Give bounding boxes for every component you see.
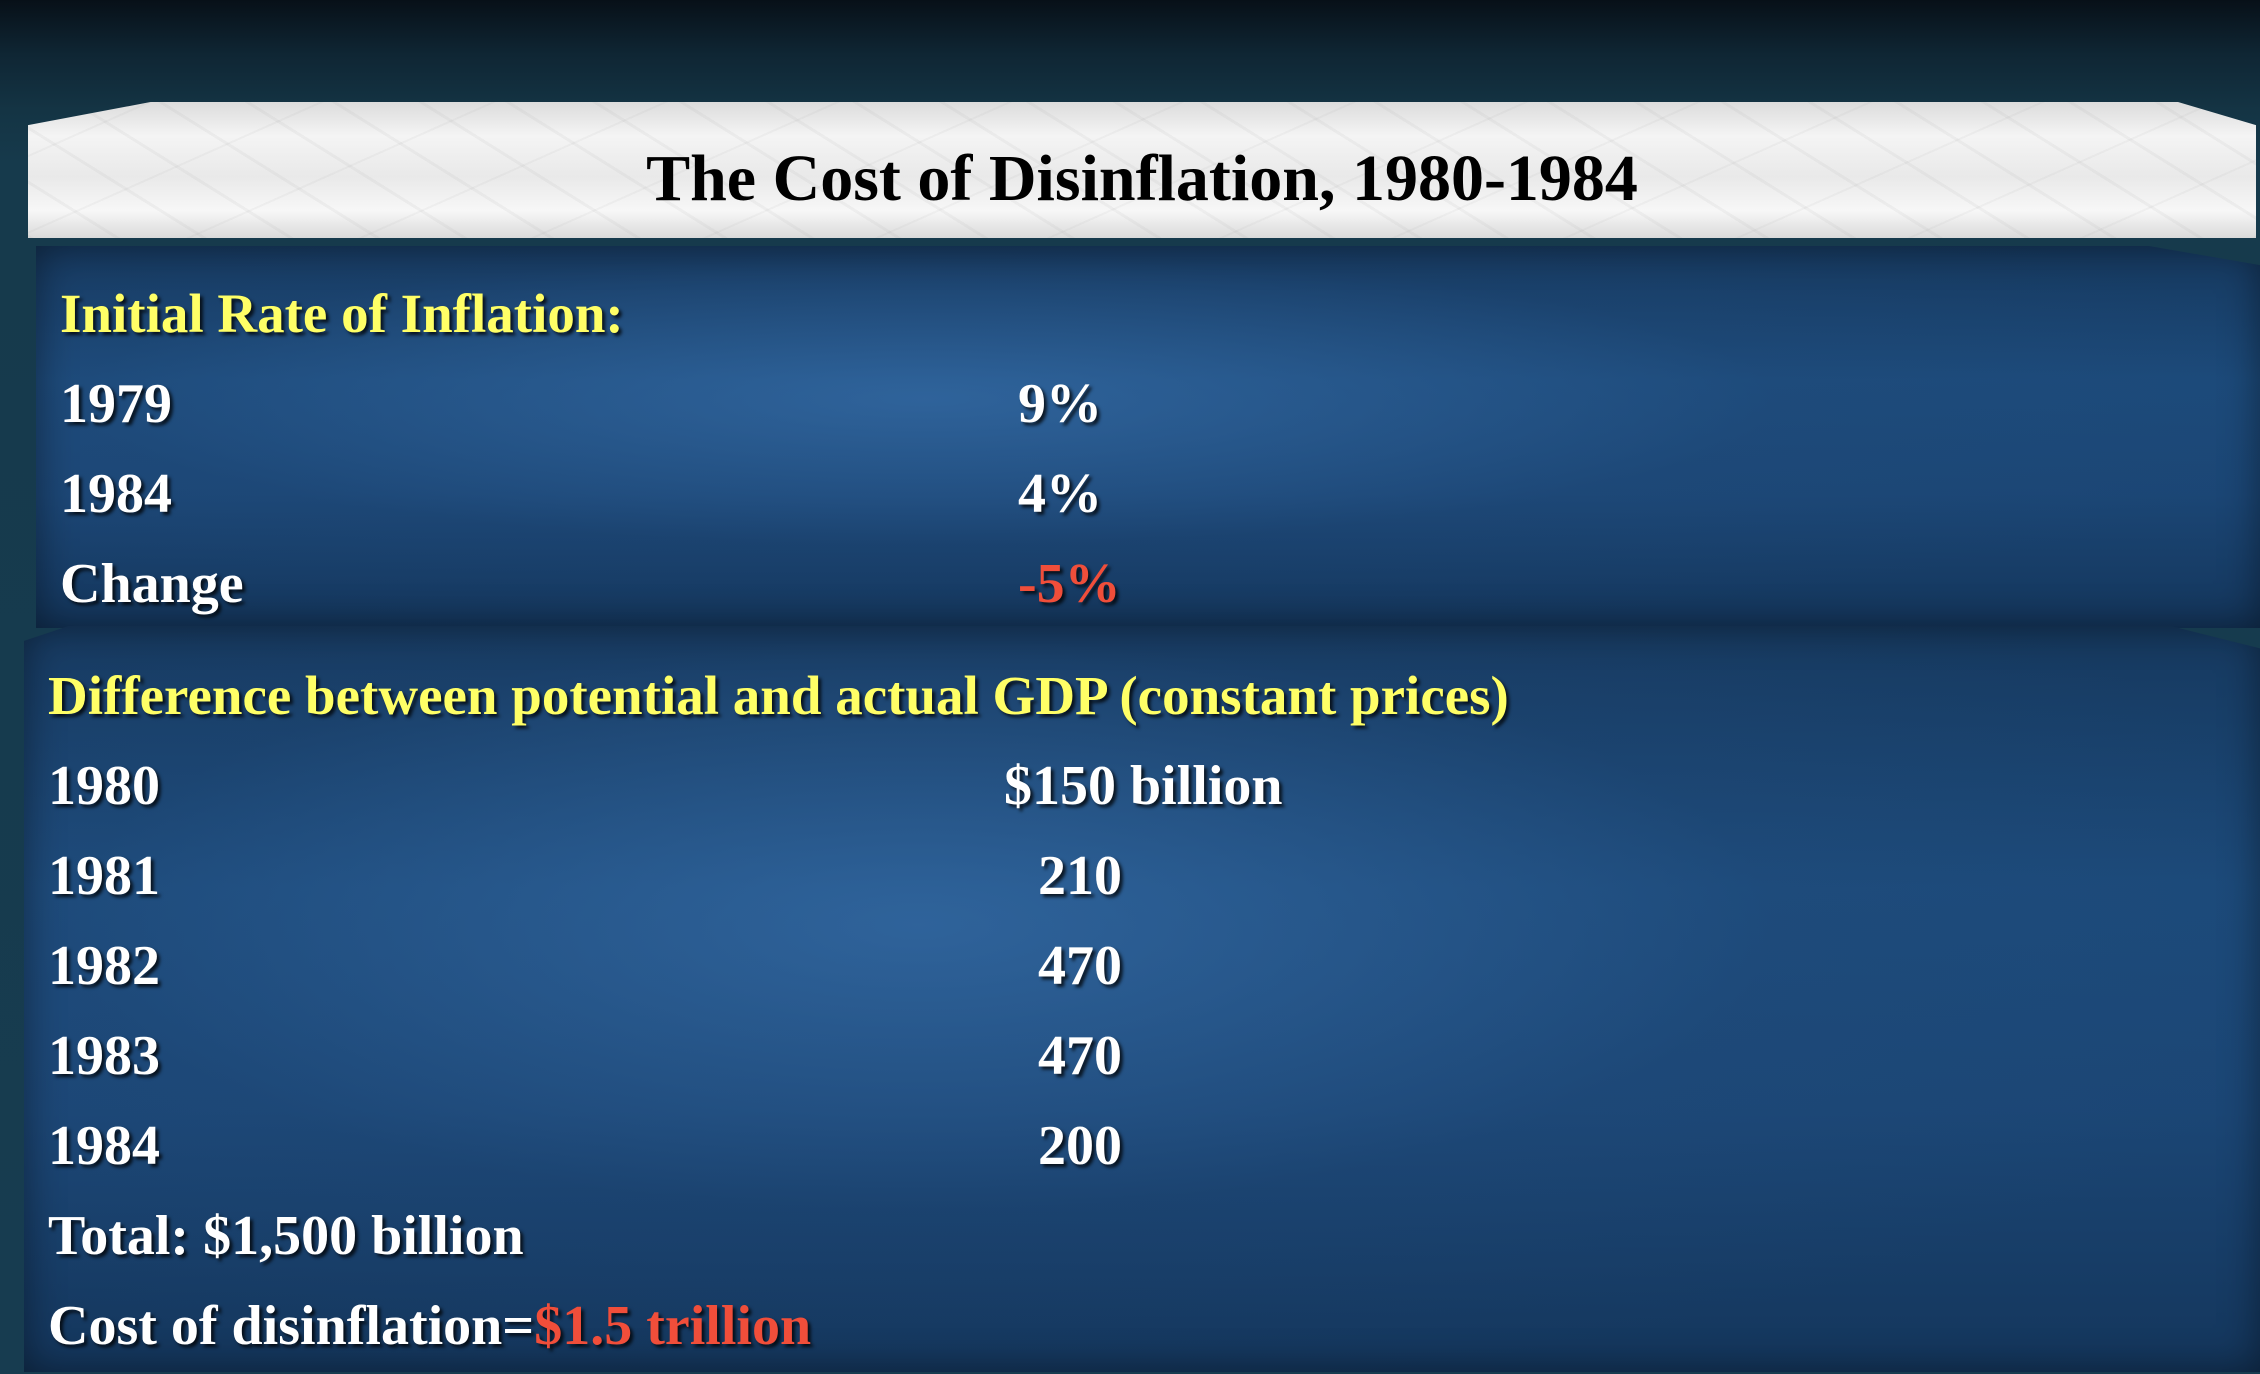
gdp-row-value: $150 billion — [1004, 755, 1283, 817]
cost-line: Cost of disinflation=$1.5 trillion — [48, 1298, 811, 1354]
gdp-row-label: 1981 — [48, 845, 160, 907]
cost-value: $1.5 trillion — [534, 1295, 812, 1357]
page-title: The Cost of Disinflation, 1980-1984 — [646, 142, 1638, 215]
inflation-heading: Initial Rate of Inflation: — [60, 283, 624, 344]
inflation-row-value: 4% — [1018, 463, 1102, 525]
gdp-row-value: 470 — [1038, 1025, 1122, 1087]
title-plate — [28, 102, 2256, 238]
gdp-row-value: 200 — [1038, 1115, 1122, 1177]
inflation-panel — [36, 246, 2260, 628]
inflation-row-label: 1984 — [60, 463, 172, 525]
gdp-row-label: 1980 — [48, 755, 160, 817]
gdp-gap-heading: Difference between potential and actual … — [48, 665, 1509, 726]
inflation-change-label: Change — [60, 553, 244, 615]
gdp-row-label: 1984 — [48, 1115, 160, 1177]
gdp-gap-panel — [24, 626, 2260, 1372]
inflation-change-value: -5% — [1018, 553, 1121, 615]
gdp-row-value: 210 — [1038, 845, 1122, 907]
gdp-total: Total: $1,500 billion — [48, 1205, 524, 1267]
gdp-row-label: 1982 — [48, 935, 160, 997]
cost-label: Cost of disinflation= — [48, 1295, 535, 1357]
gdp-row-value: 470 — [1038, 935, 1122, 997]
gdp-row-label: 1983 — [48, 1025, 160, 1087]
inflation-row-value: 9% — [1018, 373, 1102, 435]
inflation-row-label: 1979 — [60, 373, 172, 435]
